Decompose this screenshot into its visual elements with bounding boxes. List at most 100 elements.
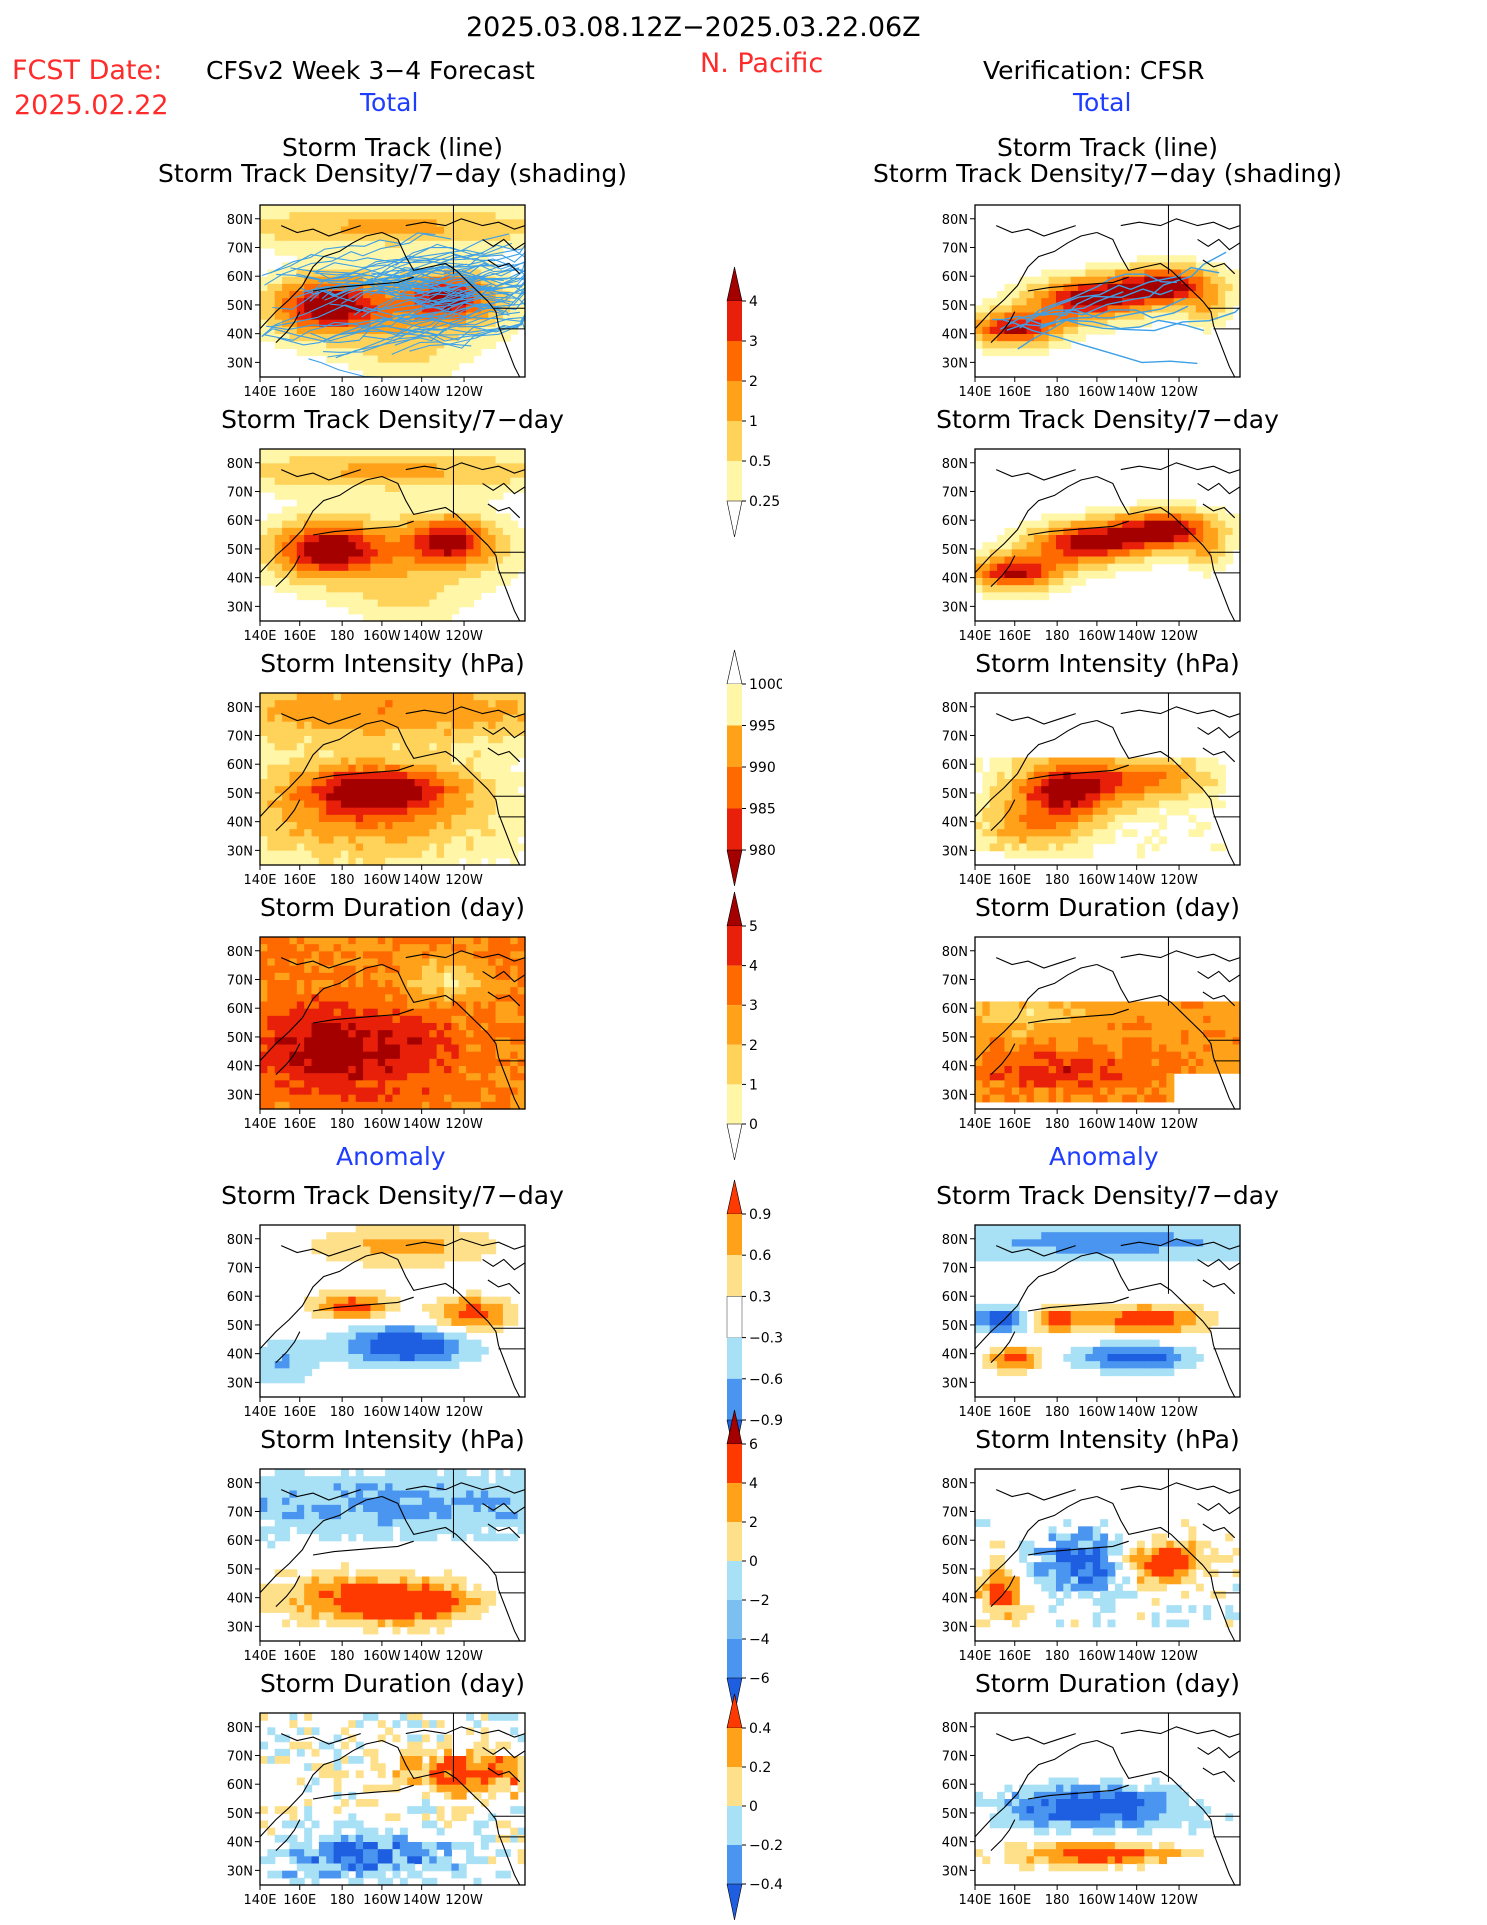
- shading-cell: [385, 743, 394, 751]
- shading-cell: [451, 1863, 460, 1872]
- shading-cell: [363, 1605, 372, 1613]
- shading-cell: [304, 283, 313, 292]
- shading-cell: [421, 1325, 430, 1334]
- shading-cell: [502, 1784, 511, 1793]
- shading-cell: [348, 1325, 357, 1334]
- panel-title: Storm Duration (day): [259, 893, 526, 922]
- shading-cell: [318, 987, 327, 995]
- shading-cell: [414, 750, 423, 759]
- shading-cell: [488, 563, 497, 572]
- shading-cell: [348, 937, 357, 945]
- shading-cell: [318, 814, 327, 823]
- shading-cell: [466, 1346, 475, 1355]
- shading-cell: [421, 1051, 430, 1060]
- shading-cell: [510, 1791, 519, 1800]
- shading-cell: [429, 1619, 438, 1628]
- shading-cell: [510, 771, 519, 780]
- coastline-segment: [280, 713, 361, 725]
- shading-cell: [326, 305, 335, 314]
- shading-cell: [296, 1863, 305, 1872]
- lat-tick-label: 70N: [227, 1505, 253, 1520]
- lat-tick-label: 40N: [227, 1348, 253, 1363]
- shading-cell: [370, 1073, 379, 1081]
- shading-cell: [304, 570, 313, 579]
- shading-cell: [363, 233, 372, 242]
- shading-cell: [997, 291, 1006, 299]
- shading-cell: [458, 1791, 467, 1800]
- shading-cell: [414, 1354, 423, 1362]
- shading-cell: [311, 1073, 320, 1081]
- lon-tick-label: 140W: [403, 1649, 441, 1664]
- shading-cell: [355, 1073, 364, 1081]
- shading-cell: [370, 1784, 379, 1793]
- shading-cell: [326, 585, 335, 593]
- shading-cell: [517, 1015, 526, 1024]
- shading-cell: [267, 757, 276, 766]
- lon-tick-label: 120W: [445, 1649, 483, 1664]
- shading-cell: [385, 850, 394, 859]
- shading-cell: [304, 987, 313, 995]
- shading-cell: [473, 348, 482, 357]
- shading-cell: [363, 1339, 372, 1348]
- lon-tick-label: 180: [330, 1117, 355, 1132]
- shading-cell: [444, 743, 452, 751]
- shading-cell: [444, 771, 452, 780]
- shading-cell: [480, 542, 489, 550]
- shading-cell: [333, 1834, 342, 1843]
- shading-cell: [348, 1023, 357, 1031]
- shading-cell: [385, 793, 394, 802]
- shading-cell: [326, 972, 335, 981]
- shading-cell: [370, 807, 379, 816]
- shading-cell: [340, 585, 349, 593]
- shading-cell: [318, 728, 327, 737]
- shading-cell: [370, 1101, 379, 1110]
- shading-cell: [392, 1051, 401, 1060]
- shading-cell: [385, 714, 394, 723]
- shading-cell: [326, 1605, 335, 1613]
- shading-cell: [260, 1094, 268, 1103]
- shading-cell: [274, 563, 283, 572]
- shading-cell: [267, 449, 276, 457]
- shading-cell: [304, 1504, 313, 1513]
- shading-cell: [267, 700, 276, 708]
- shading-cell: [480, 535, 489, 543]
- shading-cell: [282, 1094, 291, 1103]
- shading-cell: [348, 994, 357, 1003]
- shading-cell: [318, 312, 327, 321]
- shading-cell: [510, 1512, 519, 1520]
- shading-cell: [274, 1526, 283, 1535]
- shading-cell: [458, 786, 467, 794]
- shading-cell: [495, 757, 504, 766]
- shading-cell: [355, 1504, 364, 1513]
- shading-cell: [355, 1720, 364, 1728]
- shading-cell: [392, 1030, 401, 1038]
- shading-cell: [304, 764, 313, 773]
- shading-cell: [502, 1497, 511, 1506]
- shading-cell: [444, 248, 452, 256]
- shading-cell: [340, 721, 349, 730]
- lat-tick-label: 50N: [227, 1319, 253, 1334]
- shading-cell: [517, 226, 526, 235]
- shading-cell: [311, 728, 320, 737]
- shading-cell: [451, 570, 460, 579]
- shading-cell: [333, 814, 342, 823]
- shading-cell: [444, 463, 452, 472]
- shading-cell: [429, 1354, 438, 1362]
- shading-cell: [444, 1303, 452, 1312]
- shading-cell: [370, 857, 379, 866]
- shading-cell: [311, 1497, 320, 1506]
- shading-cell: [392, 1734, 401, 1743]
- shading-cell: [385, 1504, 394, 1513]
- shading-cell: [502, 1741, 511, 1750]
- shading-cell: [510, 843, 519, 852]
- shading-cell: [436, 958, 445, 967]
- shading-cell: [385, 980, 394, 988]
- shading-cell: [363, 1583, 372, 1592]
- shading-cell: [370, 829, 379, 837]
- shading-cell: [982, 348, 991, 357]
- shading-cell: [429, 248, 438, 256]
- shading-cell: [318, 944, 327, 952]
- shading-cell: [377, 1080, 386, 1089]
- shading-cell: [348, 1526, 357, 1535]
- shading-cell: [370, 800, 379, 809]
